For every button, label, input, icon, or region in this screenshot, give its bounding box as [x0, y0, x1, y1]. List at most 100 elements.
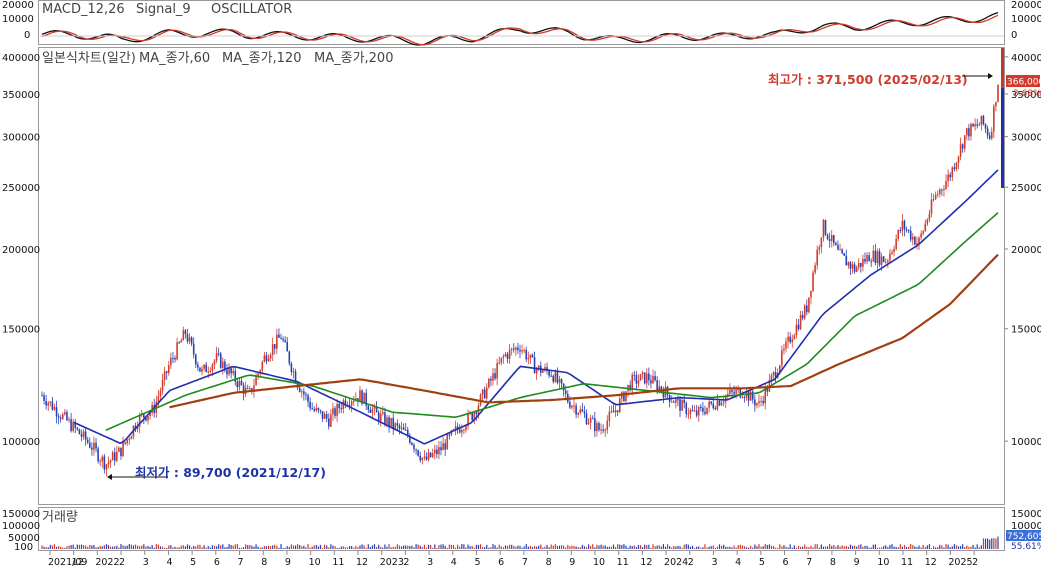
candle-body: [369, 409, 372, 413]
price-right-tick: 350000: [1011, 90, 1041, 101]
candle-body: [762, 400, 764, 404]
candle-body: [282, 338, 284, 341]
volume-bar: [993, 538, 995, 549]
candle-body: [569, 402, 571, 408]
candle-body: [271, 344, 274, 355]
candle-body: [292, 371, 295, 373]
candle-body: [53, 407, 56, 410]
volume-bar: [916, 547, 918, 549]
volume-bar: [762, 546, 764, 549]
volume-bar: [893, 546, 895, 549]
candle-body: [386, 417, 388, 425]
volume-bar: [371, 545, 374, 549]
candle-body: [496, 363, 498, 379]
candle-body: [650, 380, 652, 384]
candle-body: [105, 464, 108, 470]
macd-signal-label: Signal_9: [136, 2, 191, 17]
price-header: 일본식차트(일간) MA_종가,60 MA_종가,120 MA_종가,200: [42, 51, 393, 66]
volume-bar: [802, 546, 804, 549]
volume-bar: [105, 544, 108, 549]
volume-bar: [502, 547, 504, 549]
candle-body: [294, 371, 297, 384]
volume-left-tick: 50000: [8, 533, 40, 544]
candle-body: [618, 398, 621, 413]
volume-bar: [955, 545, 958, 549]
volume-bar: [218, 544, 220, 549]
candle-body: [384, 412, 386, 425]
candle-body: [99, 461, 101, 463]
volume-bar: [932, 546, 935, 549]
candle-body: [959, 144, 962, 157]
volume-bar: [854, 545, 856, 549]
price-right-axis: 400000 350000 300000 250000 200000 150000 1000…: [1004, 53, 1041, 448]
candle-body: [213, 360, 216, 365]
candle-body: [573, 405, 575, 407]
candle-body: [481, 389, 484, 395]
candle-body: [724, 395, 727, 402]
x-tick-label: 12: [72, 557, 84, 567]
volume-bar: [496, 547, 498, 549]
candle-body: [554, 372, 557, 382]
volume-bar: [962, 544, 964, 549]
candle-body: [74, 421, 77, 428]
candle-body: [317, 408, 320, 411]
volume-bar: [265, 546, 268, 549]
volume-bar: [276, 545, 278, 549]
candle-body: [789, 336, 791, 343]
candle-body: [895, 238, 897, 249]
candle-body: [423, 456, 426, 458]
candle-body: [176, 342, 178, 360]
candle-body: [970, 123, 972, 137]
x-tick-label: 4: [166, 557, 172, 567]
candle-body: [512, 348, 515, 350]
low-label: 최저가 : 89,700 (2021/12/17): [135, 465, 326, 480]
volume-bar: [247, 545, 249, 549]
volume-bar: [691, 545, 694, 549]
x-tick-label: 11: [617, 557, 629, 567]
volume-bar: [80, 544, 83, 549]
candle-body: [303, 391, 305, 395]
candle-body: [192, 343, 195, 355]
volume-bar: [438, 544, 440, 549]
volume-bar: [928, 544, 931, 549]
volume-right-axis: 150000 100000 752,605 55.61%: [1006, 509, 1041, 552]
volume-bar: [519, 545, 521, 549]
candle-body: [903, 220, 906, 230]
volume-bar: [687, 544, 689, 549]
volume-bar: [652, 544, 654, 549]
price-left-tick: 200000: [2, 245, 40, 256]
candle-body: [631, 374, 634, 391]
volume-bar: [612, 544, 615, 549]
volume-bar: [970, 546, 972, 549]
candle-body: [764, 388, 767, 404]
volume-bar: [745, 547, 748, 549]
x-tick-label: 2022: [95, 557, 119, 567]
candle-body: [918, 237, 920, 244]
candle-body: [157, 396, 160, 402]
candle-body: [943, 189, 945, 191]
x-tick-label: 10: [593, 557, 605, 567]
candle-body: [515, 347, 517, 350]
volume-bar: [87, 546, 89, 549]
x-tick-label: 3: [143, 557, 149, 567]
volume-bar: [149, 546, 151, 549]
volume-bar: [571, 545, 573, 549]
volume-bar: [457, 544, 459, 549]
volume-bar: [95, 547, 97, 549]
candle-body: [186, 334, 189, 342]
candle-body: [899, 230, 902, 232]
candle-body: [799, 315, 802, 330]
volume-bar: [423, 544, 425, 549]
volume-bar: [627, 547, 629, 549]
volume-bar: [991, 538, 993, 549]
candle-body: [689, 409, 692, 414]
x-tick-label: 2: [688, 557, 694, 567]
x-tick-label: 6: [498, 557, 504, 567]
candle-body: [390, 417, 392, 427]
candle-body: [872, 250, 875, 262]
price-left-tick: 300000: [2, 133, 40, 144]
volume-bar: [188, 545, 191, 549]
candle-body: [562, 383, 565, 391]
